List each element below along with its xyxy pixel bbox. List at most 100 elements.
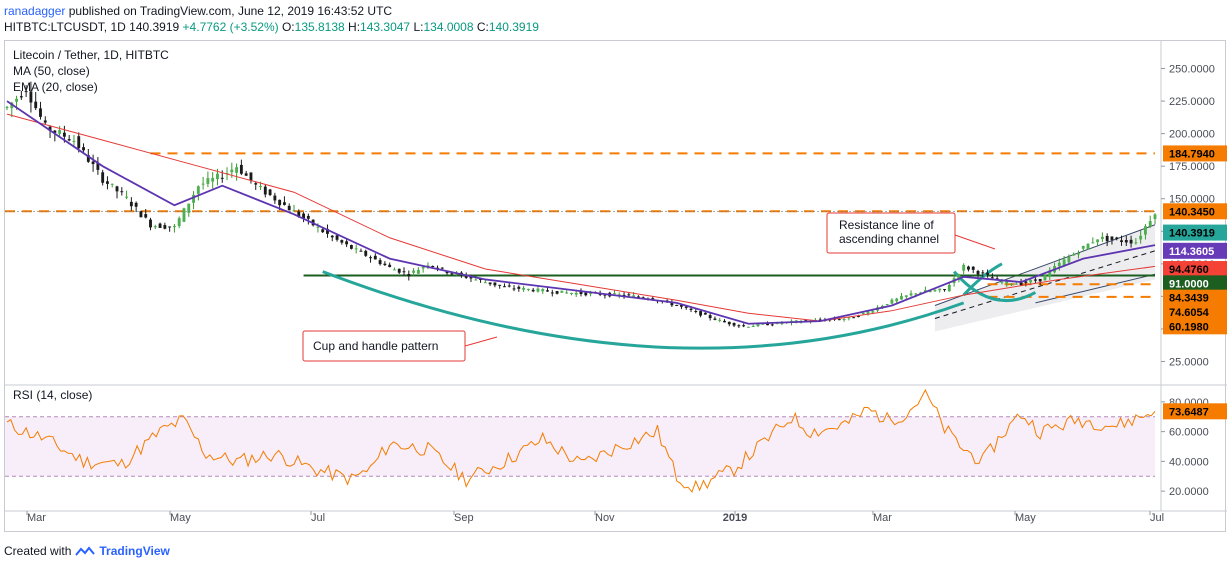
candle-body (861, 312, 865, 314)
candle-body (139, 211, 143, 218)
candle-body (153, 226, 157, 228)
cup-callout-text: Cup and handle pattern (313, 339, 438, 353)
candle-body (86, 155, 90, 162)
candle-body (995, 278, 999, 280)
handle-curve (952, 270, 1037, 302)
candle-body (708, 315, 712, 319)
time-tick-label: 2019 (723, 512, 747, 524)
candle-body (713, 318, 717, 320)
candle-body (259, 186, 262, 188)
candle-body (393, 269, 396, 271)
candle-body (498, 284, 502, 286)
candle-body (1100, 236, 1104, 240)
candle-body (216, 173, 219, 180)
candle-body (445, 271, 449, 274)
candle-body (617, 294, 621, 296)
candle-body (364, 250, 368, 256)
time-tick-label: May (170, 512, 191, 524)
candle-body (967, 266, 970, 270)
candle-body (1010, 283, 1013, 285)
candle-body (560, 290, 564, 293)
candle-body (19, 96, 23, 98)
price-tick-label: 200.0000 (1169, 129, 1215, 141)
rsi-line (6, 388, 1156, 493)
candle-body (149, 219, 152, 228)
candle-body (421, 267, 425, 269)
candle-body (1038, 279, 1042, 282)
candle-body (900, 296, 903, 300)
ma-50-line (6, 113, 1156, 322)
last-price: 140.3919 (129, 20, 180, 34)
candle-body (220, 177, 224, 179)
candle-body (1033, 279, 1037, 281)
price-tick-label: 150.0000 (1169, 194, 1215, 206)
candle-body (412, 270, 416, 273)
price-tag-box (1163, 145, 1227, 162)
price-tag-box (1163, 242, 1227, 259)
candle-body (206, 178, 210, 184)
price-tag-box (1163, 303, 1227, 320)
channel-midline (934, 250, 1156, 319)
candle-body (1072, 254, 1076, 256)
candle-body (1067, 256, 1071, 263)
tradingview-brand[interactable]: TradingView (99, 544, 170, 558)
close-value: 140.3919 (488, 20, 539, 34)
resistance-callout-text: ascending channel (839, 232, 939, 246)
price-tag-label: 74.6054 (1169, 307, 1210, 319)
candle-body (565, 292, 569, 294)
candle-body (1124, 240, 1128, 243)
candle-body (871, 311, 875, 313)
candle-body (1143, 226, 1147, 235)
candle-body (976, 270, 980, 275)
candle-body (718, 319, 722, 321)
candle-body (326, 228, 329, 234)
time-tick-label: Mar (27, 512, 46, 524)
price-tag-label: 140.3450 (1169, 206, 1215, 218)
candle-body (483, 282, 487, 284)
candle-body (541, 289, 545, 292)
candle-body (91, 161, 95, 165)
candle-body (196, 186, 200, 194)
candle-body (201, 183, 205, 185)
candle-body (632, 295, 636, 298)
candle-body (866, 311, 870, 315)
candle-body (125, 196, 129, 198)
candle-body (1077, 253, 1080, 255)
close-label: C: (476, 20, 489, 34)
candle-body (684, 306, 688, 308)
chart-svg[interactable]: 25.000050.000075.0000100.0000125.0000150… (5, 41, 1227, 533)
candle-body (842, 319, 846, 321)
candle-body (1120, 240, 1123, 242)
author-name[interactable]: ranadagger (4, 4, 66, 18)
candle-body (292, 210, 296, 212)
candle-body (29, 91, 33, 103)
candle-body (751, 325, 755, 327)
candle-body (1129, 239, 1133, 244)
price-tag-label: 91.0000 (1169, 278, 1209, 290)
open-value: 135.8138 (294, 20, 345, 34)
chart-title: Litecoin / Tether, 1D, HITBTC (13, 48, 169, 62)
candle-body (981, 272, 985, 274)
candle-body (1057, 262, 1061, 267)
candle-body (928, 291, 932, 293)
low-label: L: (413, 20, 424, 34)
channel-support-line (1035, 273, 1156, 304)
candle-body (82, 147, 85, 151)
candle-body (163, 225, 167, 229)
candle-body (1091, 242, 1095, 244)
candle-body (923, 290, 927, 292)
price-tag-box (1163, 203, 1227, 220)
price-tag-box (1163, 318, 1227, 335)
candle-body (249, 172, 253, 181)
candle-body (316, 226, 320, 228)
candle-body (703, 312, 707, 315)
candle-body (742, 325, 746, 327)
candle-body (369, 257, 372, 259)
candle-body (67, 139, 71, 141)
candle-body (1062, 259, 1066, 266)
candle-body (938, 288, 942, 291)
rsi-value-tag (1163, 403, 1227, 420)
candle-body (680, 305, 683, 307)
price-tag-box (1163, 289, 1227, 306)
ema-legend: EMA (20, close) (13, 80, 98, 94)
